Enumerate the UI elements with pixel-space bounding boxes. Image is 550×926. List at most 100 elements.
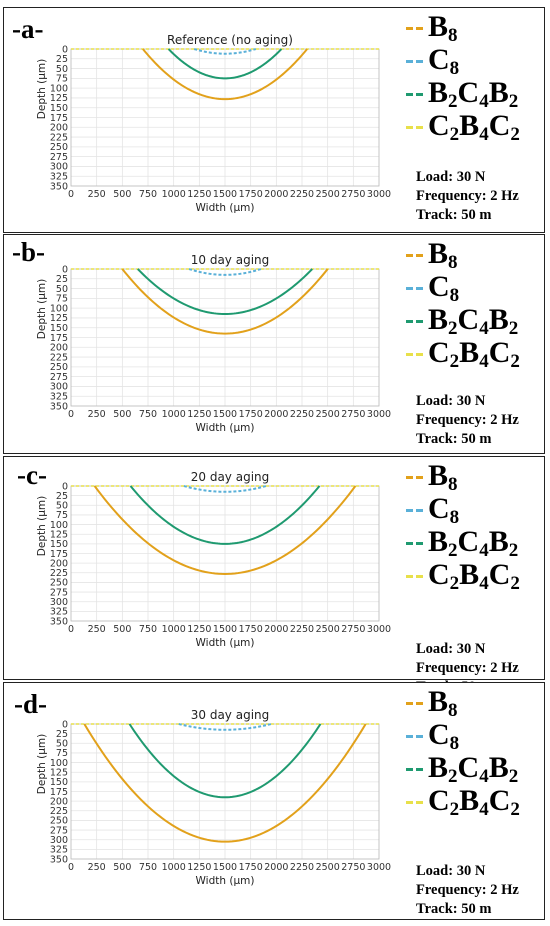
x-axis-label: Width (μm) <box>196 637 255 649</box>
x-tick-label: 3000 <box>367 189 391 200</box>
legend-swatch <box>406 702 426 705</box>
legend-swatch <box>406 801 426 804</box>
x-tick-label: 0 <box>68 409 74 420</box>
legend-label: B8 <box>428 459 458 495</box>
y-tick-label: 175 <box>50 333 68 344</box>
x-tick-label: 1250 <box>187 409 211 420</box>
legend: B8 C8 B2C4B2 C2B4C2 <box>406 687 520 819</box>
legend-item: B2C4B2 <box>406 527 520 560</box>
y-tick-label: 175 <box>50 549 68 560</box>
legend-item: C2B4C2 <box>406 338 520 371</box>
legend-swatch <box>406 60 426 63</box>
x-tick-label: 0 <box>68 862 74 873</box>
x-tick-label: 2750 <box>341 409 365 420</box>
legend-item: B8 <box>406 461 520 494</box>
y-tick-label: 225 <box>50 568 68 579</box>
x-tick-label: 3000 <box>367 409 391 420</box>
x-tick-label: 2000 <box>264 189 288 200</box>
legend-swatch <box>406 93 426 96</box>
legend-label: B8 <box>428 10 458 46</box>
chart-title: 20 day aging <box>191 470 270 484</box>
x-tick-label: 1250 <box>187 862 211 873</box>
y-tick-label: 325 <box>50 172 68 183</box>
y-tick-label: 75 <box>56 510 68 521</box>
y-tick-label: 300 <box>50 162 68 173</box>
legend: B8 C8 B2C4B2 C2B4C2 <box>406 239 520 371</box>
param-frequency: Frequency: 2 Hz <box>416 660 519 676</box>
x-tick-label: 250 <box>88 624 106 635</box>
y-tick-label: 250 <box>50 578 68 589</box>
y-tick-label: 225 <box>50 806 68 817</box>
y-tick-label: 75 <box>56 294 68 305</box>
chart-plot: 0 250 500 750 1000 1250 1500 1750 2000 2250 2500 27… <box>36 253 391 434</box>
legend-swatch <box>406 287 426 290</box>
x-tick-label: 2750 <box>341 624 365 635</box>
x-tick-label: 1250 <box>187 624 211 635</box>
y-tick-label: 150 <box>50 539 68 550</box>
chart-plot: 0 250 500 750 1000 1250 1500 1750 2000 2250 2500 27… <box>36 33 391 214</box>
y-tick-label: 200 <box>50 123 68 134</box>
legend-item: B8 <box>406 687 520 720</box>
x-tick-label: 500 <box>113 409 131 420</box>
y-tick-label: 200 <box>50 796 68 807</box>
legend: B8 C8 B2C4B2 C2B4C2 <box>406 461 520 593</box>
legend-item: B2C4B2 <box>406 305 520 338</box>
y-tick-label: 125 <box>50 768 68 779</box>
series-line-c8 <box>178 723 272 731</box>
x-tick-label: 2750 <box>341 189 365 200</box>
legend-item: C8 <box>406 720 520 753</box>
chart-panel: -a- 0 250 500 750 1000 1250 1500 1750 2000 2250 250… <box>3 7 545 233</box>
x-tick-label: 1750 <box>239 189 263 200</box>
series-line-b8 <box>83 723 367 843</box>
y-tick-label: 300 <box>50 382 68 393</box>
y-tick-label: 150 <box>50 323 68 334</box>
x-tick-label: 2000 <box>264 409 288 420</box>
y-tick-label: 325 <box>50 607 68 618</box>
x-tick-label: 1000 <box>162 624 186 635</box>
series-line-b8 <box>142 48 308 101</box>
x-tick-label: 500 <box>113 624 131 635</box>
y-tick-label: 100 <box>50 520 68 531</box>
y-tick-label: 100 <box>50 758 68 769</box>
legend-swatch <box>406 353 426 356</box>
legend-item: C8 <box>406 45 520 78</box>
series-line-c8 <box>183 485 267 493</box>
chart-plot: 0 250 500 750 1000 1250 1500 1750 2000 2250 2500 27… <box>36 470 391 649</box>
legend: B8 C8 B2C4B2 C2B4C2 <box>406 12 520 144</box>
y-tick-label: 100 <box>50 83 68 94</box>
y-tick-label: 50 <box>56 64 68 75</box>
x-tick-label: 1500 <box>213 189 237 200</box>
x-axis-label: Width (μm) <box>196 875 255 887</box>
y-tick-label: 150 <box>50 103 68 114</box>
legend-item: C2B4C2 <box>406 111 520 144</box>
test-parameters: Load: 30 N Frequency: 2 Hz Track: 50 m <box>416 862 519 919</box>
plot-frame <box>70 723 380 860</box>
y-tick-label: 0 <box>62 481 68 492</box>
param-load: Load: 30 N <box>416 393 486 409</box>
legend-label: C2B4C2 <box>428 336 520 372</box>
legend-swatch <box>406 27 426 30</box>
legend-swatch <box>406 542 426 545</box>
test-parameters: Load: 30 N Frequency: 2 Hz Track: 50 m <box>416 392 519 449</box>
y-tick-label: 275 <box>50 372 68 383</box>
chart-plot: 0 250 500 750 1000 1250 1500 1750 2000 2250 2500 27… <box>36 708 391 887</box>
y-tick-label: 175 <box>50 113 68 124</box>
legend-swatch <box>406 509 426 512</box>
x-tick-label: 1000 <box>162 409 186 420</box>
y-tick-label: 225 <box>50 132 68 143</box>
legend-label: C8 <box>428 718 460 754</box>
legend-label: C2B4C2 <box>428 109 520 145</box>
legend-swatch <box>406 126 426 129</box>
y-tick-label: 250 <box>50 362 68 373</box>
legend-label: C8 <box>428 270 460 306</box>
panel-letter: -d- <box>14 689 47 719</box>
x-tick-label: 2250 <box>290 409 314 420</box>
legend-label: B2C4B2 <box>428 751 519 787</box>
series-line-b2c4b2 <box>167 48 283 80</box>
legend-item: C8 <box>406 494 520 527</box>
x-tick-label: 250 <box>88 189 106 200</box>
x-tick-label: 3000 <box>367 624 391 635</box>
x-tick-label: 2750 <box>341 862 365 873</box>
y-tick-label: 300 <box>50 597 68 608</box>
x-tick-label: 2500 <box>316 862 340 873</box>
